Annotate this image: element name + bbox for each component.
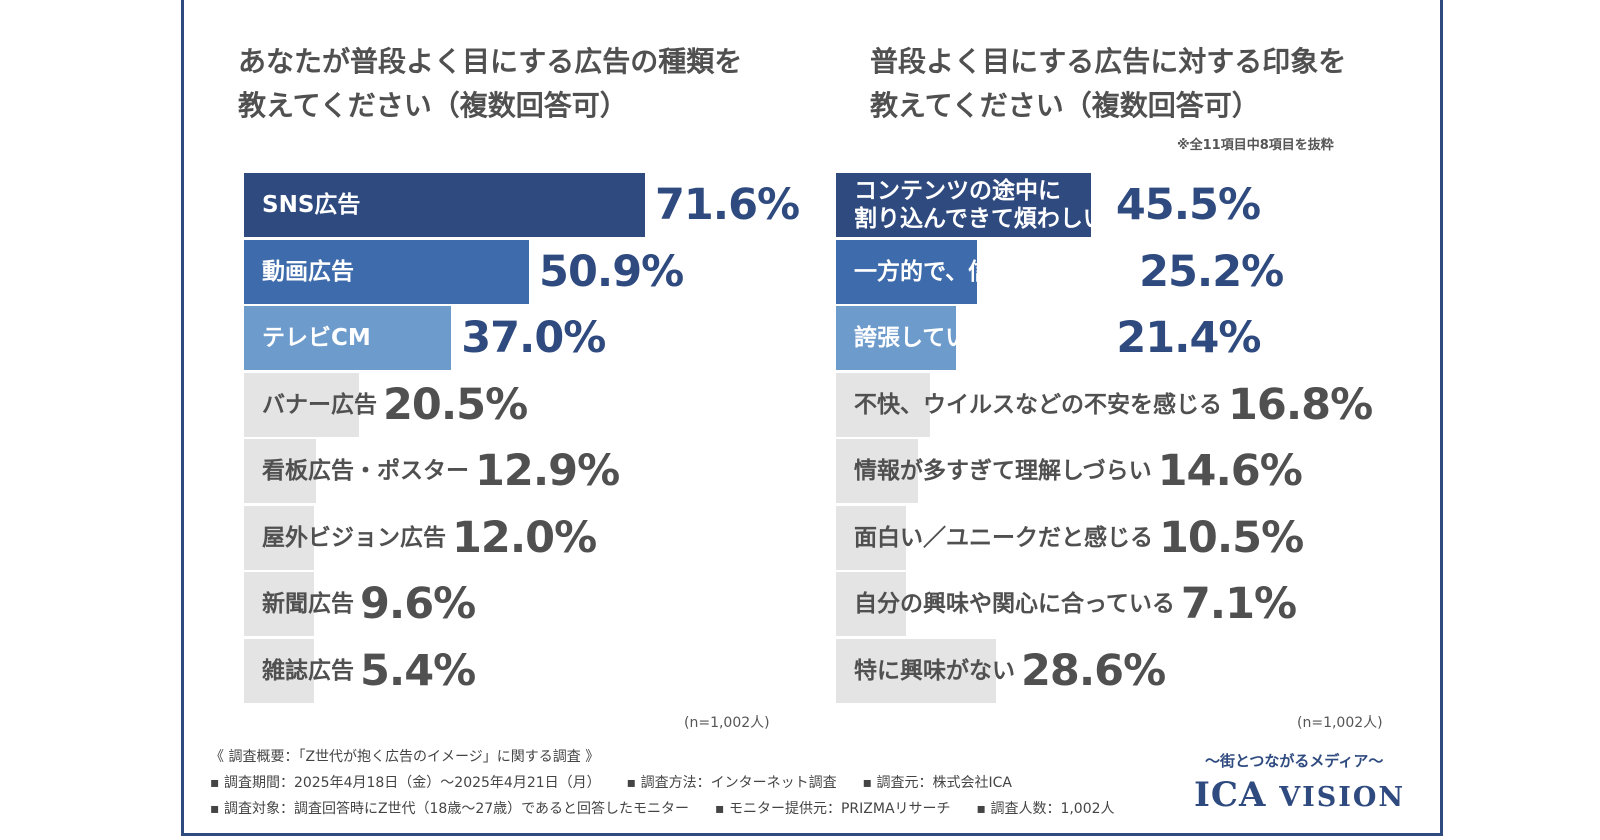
bar-label-line: コンテンツの途中に <box>854 178 1061 204</box>
brand-logo: ICA VISION <box>1194 775 1405 815</box>
bar-label: テレビCM <box>262 325 371 351</box>
bar <box>836 372 931 437</box>
bar-label: 誇張しているなと感じる <box>854 325 1107 351</box>
overview-line-1: ▪ 調査期間：2025年4月18日（金）〜2025年4月21日（月） ▪ 調査方法… <box>210 770 1115 796</box>
survey-overview: 《 調査概要：「Z世代が抱く広告のイメージ」に関する調査 》 ▪ 調査期間：20… <box>210 744 1115 822</box>
bar <box>244 173 645 237</box>
bar-label: SNS広告 <box>262 192 361 218</box>
bar-row: 誇張しているなと感じる 21.4% <box>836 306 1436 370</box>
overview-title: 《 調査概要：「Z世代が抱く広告のイメージ」に関する調査 》 <box>210 749 600 765</box>
bar-value-label: 20.5% <box>383 379 528 430</box>
bar-row: 自分の興味や関心に合っている 7.1% <box>836 572 1436 636</box>
bar-label-line: 割り込んできて煩わしい <box>854 206 1106 232</box>
bar-row: 不快、ウイルスなどの不安を感じる 16.8% <box>836 372 1436 437</box>
survey-target: ▪ 調査対象：調査回答時にZ世代（18歳〜27歳）であると回答したモニター <box>210 801 690 817</box>
bar-row: 情報が多すぎて理解しづらい 14.6% <box>836 439 1436 503</box>
survey-method: ▪ 調査方法：インターネット調査 <box>626 775 837 791</box>
bar-label: 面白い／ユニークだと感じる <box>854 524 1153 551</box>
bar <box>244 439 317 503</box>
bar <box>836 572 906 636</box>
bar-value-label: 28.6% <box>1021 645 1166 696</box>
bar-row: 屋外ビジョン広告 12.0% <box>244 505 844 570</box>
bar-label: 不快、ウイルスなどの不安を感じる <box>854 391 1222 418</box>
bar-row: 新聞広告 9.6% <box>244 572 844 636</box>
survey-period: ▪ 調査期間：2025年4月18日（金）〜2025年4月21日（月） <box>210 775 601 791</box>
bar <box>244 239 530 304</box>
bar-value-label: 71.6% <box>654 180 800 230</box>
bar-value-label: 12.0% <box>452 512 597 563</box>
bar-label: 看板広告・ポスター <box>262 458 469 484</box>
bar-row: SNS広告 71.6% <box>244 173 844 237</box>
bar-label: 一方的で、信頼性が少ない <box>854 258 1130 285</box>
logo-main: ICA <box>1194 775 1267 815</box>
bar-value-label: 50.9% <box>539 246 684 297</box>
bar-label: 特に興味がない <box>854 657 1015 684</box>
left-chart-title: あなたが普段よく目にする広告の種類を 教えてください（複数回答可） <box>238 45 743 122</box>
bar <box>836 173 1091 237</box>
bar <box>244 505 314 570</box>
right-chart-note: ※全11項目中8項目を抜粋 <box>1177 138 1334 153</box>
bar <box>836 306 956 370</box>
bar <box>836 239 978 304</box>
bar-value-label: 25.2% <box>1139 246 1284 297</box>
survey-count: ▪ 調査人数：1,002人 <box>976 801 1115 817</box>
bar-row: 動画広告 50.9% <box>244 239 844 304</box>
bar-row: テレビCM 37.0% <box>244 306 844 370</box>
bar-value-label: 12.9% <box>475 446 620 496</box>
brand-tagline: 〜街とつながるメディア〜 <box>1205 752 1384 770</box>
bar <box>244 638 314 703</box>
overview-line-2: ▪ 調査対象：調査回答時にZ世代（18歳〜27歳）であると回答したモニター ▪ モ… <box>210 796 1115 822</box>
bar-value-label: 9.6% <box>360 579 476 629</box>
frame-border <box>181 0 1443 836</box>
bar-row: 面白い／ユニークだと感じる 10.5% <box>836 505 1436 570</box>
bar-row: 看板広告・ポスター 12.9% <box>244 439 844 503</box>
left-sample-note: (n=1,002人) <box>684 715 770 731</box>
bar-value-label: 14.6% <box>1157 446 1303 496</box>
bar <box>244 572 314 636</box>
bar-value-label: 21.4% <box>1116 313 1261 363</box>
bar-label: 屋外ビジョン広告 <box>262 524 446 551</box>
survey-source: ▪ 調査元：株式会社ICA <box>862 775 1013 791</box>
bar-label: 新聞広告 <box>262 591 354 617</box>
bar-label: コンテンツの途中に 割り込んできて煩わしい <box>854 173 1106 237</box>
bar-value-label: 5.4% <box>360 645 476 696</box>
bar-value-label: 10.5% <box>1159 512 1304 563</box>
bar-row: コンテンツの途中に 割り込んできて煩わしい 45.5% <box>836 173 1436 237</box>
bar-label: 情報が多すぎて理解しづらい <box>854 458 1152 484</box>
logo-sub: VISION <box>1279 782 1406 813</box>
bar-row: 一方的で、信頼性が少ない 25.2% <box>836 239 1436 304</box>
bar-label: バナー広告 <box>262 391 377 418</box>
bar <box>836 505 906 570</box>
bar <box>244 372 359 437</box>
bar-row: バナー広告 20.5% <box>244 372 844 437</box>
right-bar-chart: コンテンツの途中に 割り込んできて煩わしい 45.5% 一方的で、信頼性が少ない 25.… <box>836 173 1436 703</box>
bar-label: 自分の興味や関心に合っている <box>854 591 1175 617</box>
bar-label: 雑誌広告 <box>262 657 354 684</box>
survey-provider: ▪ モニター提供元：PRIZMAリサーチ <box>715 801 951 817</box>
bar-value-label: 45.5% <box>1115 180 1261 230</box>
bar-value-label: 16.8% <box>1228 379 1373 430</box>
bar-value-label: 7.1% <box>1180 579 1297 629</box>
left-bar-chart: SNS広告 71.6% 動画広告 50.9% テレビCM 37.0% バナー広告 20.5% 看… <box>244 173 844 703</box>
bar <box>836 638 997 703</box>
bar-row: 特に興味がない 28.6% <box>836 638 1436 703</box>
bar-label: 動画広告 <box>262 258 354 285</box>
bar <box>836 439 918 503</box>
bar-row: 雑誌広告 5.4% <box>244 638 844 703</box>
bar <box>244 306 452 370</box>
right-sample-note: (n=1,002人) <box>1297 715 1383 731</box>
right-chart-title: 普段よく目にする広告に対する印象を 教えてください（複数回答可） <box>870 45 1347 122</box>
bar-value-label: 37.0% <box>461 313 606 363</box>
